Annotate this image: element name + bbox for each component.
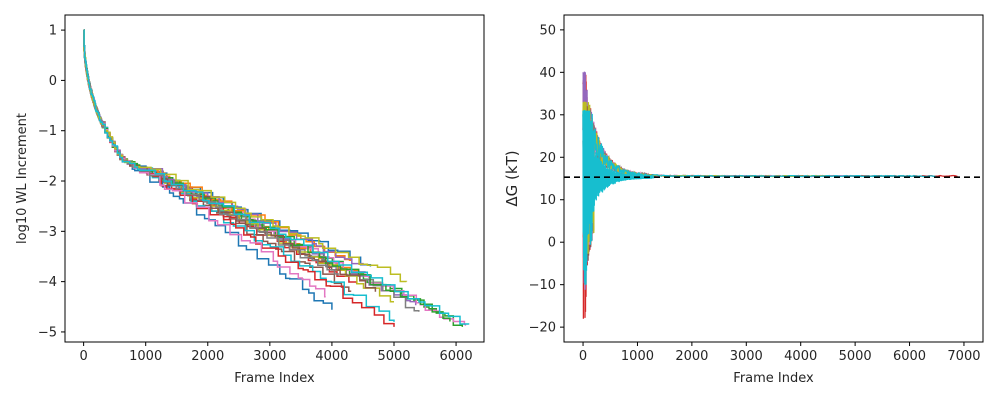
- right-x-ticks: 0 1000 2000 3000 4000 5000 6000 7000: [579, 342, 981, 364]
- right-y-axis-label: ΔG (kT): [503, 150, 521, 206]
- x-tick-label: 2000: [191, 349, 224, 364]
- wl-increment-series-line: [83, 29, 470, 325]
- right-x-axis-label: Frame Index: [733, 371, 814, 386]
- y-tick-label: −10: [529, 278, 556, 293]
- right-y-ticks: 50 40 30 20 10 0 −10 −20: [529, 23, 564, 336]
- panel-wl-increment: 0 1000 2000 3000 4000 5000 6000 1 0 −1 −2 −3 −4 −5 F…: [15, 14, 485, 386]
- x-tick-label: 4000: [315, 349, 348, 364]
- y-tick-label: −5: [38, 325, 57, 340]
- y-tick-label: −3: [38, 225, 57, 240]
- y-tick-label: 50: [539, 23, 556, 38]
- left-x-ticks: 0 1000 2000 3000 4000 5000 6000: [79, 342, 473, 364]
- y-tick-label: 0: [548, 236, 556, 251]
- y-tick-label: 0: [49, 74, 57, 89]
- x-tick-label: 1000: [621, 349, 654, 364]
- y-tick-label: −4: [38, 275, 57, 290]
- y-tick-label: −2: [38, 175, 57, 190]
- left-y-axis-label: log10 WL Increment: [15, 113, 30, 244]
- wl-increment-series-group: [83, 29, 470, 327]
- x-tick-label: 7000: [947, 349, 980, 364]
- left-y-ticks: 1 0 −1 −2 −3 −4 −5: [38, 24, 65, 340]
- x-tick-label: 6000: [440, 349, 473, 364]
- right-axes-frame: [563, 14, 984, 343]
- x-tick-label: 2000: [675, 349, 708, 364]
- left-x-axis-label: Frame Index: [234, 371, 315, 386]
- y-tick-label: 20: [539, 151, 556, 166]
- y-tick-label: −1: [38, 124, 57, 139]
- x-tick-label: 1000: [129, 349, 162, 364]
- x-tick-label: 6000: [893, 349, 926, 364]
- left-axes-frame: [64, 14, 485, 343]
- y-tick-label: 40: [539, 66, 556, 81]
- x-tick-label: 4000: [784, 349, 817, 364]
- x-tick-label: 0: [579, 349, 587, 364]
- y-tick-label: 30: [539, 108, 556, 123]
- x-tick-label: 0: [79, 349, 87, 364]
- x-tick-label: 5000: [839, 349, 872, 364]
- panel-delta-g: 0 1000 2000 3000 4000 5000 6000 7000 50 40 30 20 10…: [503, 14, 984, 386]
- x-tick-label: 3000: [253, 349, 286, 364]
- x-tick-label: 3000: [730, 349, 763, 364]
- delta-g-series-group: [582, 71, 958, 319]
- delta-g-series-line: [582, 109, 936, 286]
- x-tick-label: 5000: [377, 349, 410, 364]
- y-tick-label: 1: [49, 24, 57, 39]
- y-tick-label: −20: [529, 321, 556, 336]
- y-tick-label: 10: [539, 193, 556, 208]
